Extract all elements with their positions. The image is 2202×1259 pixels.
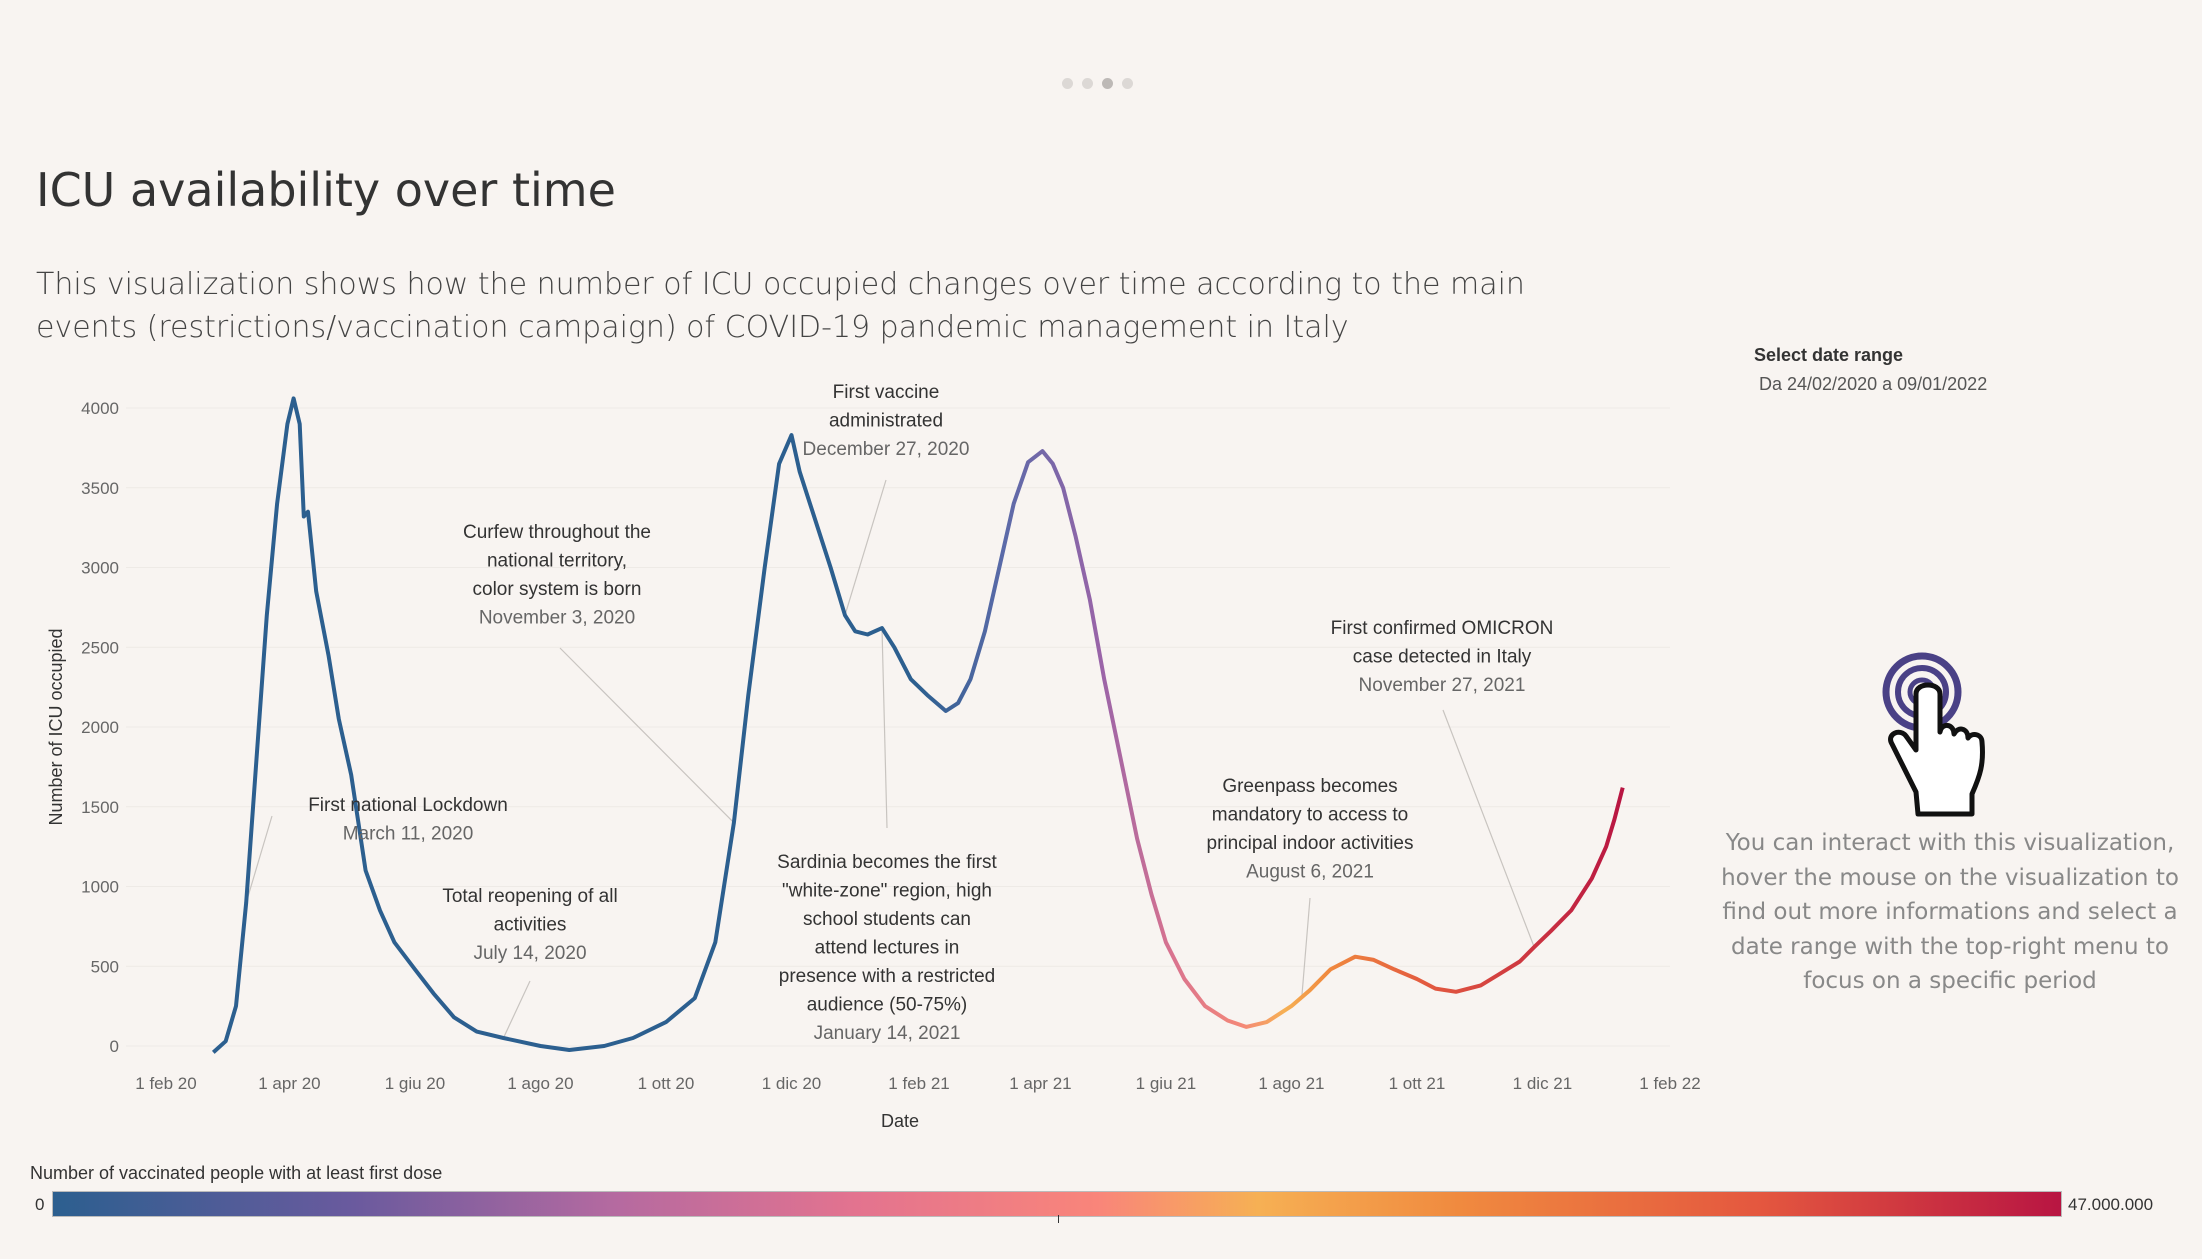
annotation-date: December 27, 2020 — [803, 439, 970, 460]
x-tick-label: 1 feb 21 — [888, 1074, 949, 1093]
annotation-date: January 14, 2021 — [814, 1023, 961, 1044]
hand-pointer-icon — [1872, 650, 1992, 820]
annotation-text: activities — [494, 915, 567, 936]
y-tick-label: 3000 — [81, 559, 119, 578]
x-tick-label: 1 dic 21 — [1513, 1074, 1573, 1093]
y-tick-label: 1500 — [81, 798, 119, 817]
x-tick-label: 1 feb 20 — [135, 1074, 196, 1093]
annotation-connector — [559, 647, 735, 824]
annotation-text: Curfew throughout the — [463, 522, 651, 543]
x-tick-label: 1 dic 20 — [762, 1074, 822, 1093]
page-title: ICU availability over time — [36, 163, 616, 217]
y-tick-label: 500 — [91, 957, 119, 976]
page-dot[interactable] — [1062, 78, 1073, 89]
legend-title: Number of vaccinated people with at leas… — [30, 1163, 443, 1183]
icu-occupancy-line[interactable] — [211, 396, 1625, 1054]
y-tick-label: 3500 — [81, 479, 119, 498]
annotation-text: national territory, — [487, 551, 627, 572]
y-tick-label: 2000 — [81, 718, 119, 737]
annotation-date: July 14, 2020 — [473, 943, 586, 964]
y-tick-label: 4000 — [81, 399, 119, 418]
page-dot[interactable] — [1082, 78, 1093, 89]
annotation-text: audience (50-75%) — [807, 995, 968, 1016]
annotation-text: attend lectures in — [815, 938, 960, 959]
annotation-date: November 27, 2021 — [1359, 675, 1526, 696]
x-tick-label: 1 giu 20 — [385, 1074, 446, 1093]
x-axis-title: Date — [881, 1111, 919, 1131]
page-indicator[interactable] — [1062, 78, 1133, 89]
date-range-label: Select date range — [1754, 345, 1904, 365]
annotation-text: administrated — [829, 411, 943, 432]
annotation-text: Sardinia becomes the first — [777, 852, 997, 873]
y-axis-title: Number of ICU occupied — [46, 628, 66, 825]
annotation-date: August 6, 2021 — [1246, 862, 1374, 883]
annotation-date: November 3, 2020 — [479, 608, 635, 629]
color-legend-bar[interactable] — [52, 1191, 2062, 1217]
annotation-connector — [881, 628, 888, 829]
annotation-text: mandatory to access to — [1212, 805, 1408, 826]
x-tick-label: 1 apr 21 — [1009, 1074, 1071, 1093]
annotation-text: Greenpass becomes — [1222, 776, 1397, 797]
y-tick-label: 2500 — [81, 638, 119, 657]
annotation-text: First confirmed OMICRON — [1331, 618, 1554, 639]
x-tick-label: 1 ago 21 — [1258, 1074, 1324, 1093]
x-tick-label: 1 ott 20 — [638, 1074, 695, 1093]
x-tick-label: 1 ott 21 — [1389, 1074, 1446, 1093]
annotation-connector — [1301, 897, 1311, 999]
legend-min-label: 0 — [35, 1195, 45, 1214]
annotation-text: principal indoor activities — [1207, 833, 1414, 854]
y-tick-label: 0 — [110, 1037, 119, 1056]
legend-max-label: 47.000.000 — [2068, 1195, 2154, 1214]
annotation-text: First national Lockdown — [308, 795, 508, 816]
annotation-connector — [245, 815, 273, 903]
page-dot[interactable] — [1102, 78, 1113, 89]
x-tick-label: 1 ago 20 — [507, 1074, 573, 1093]
annotation-connector — [844, 479, 887, 616]
annotation-connector — [1442, 709, 1535, 948]
annotation-text: school students can — [803, 909, 971, 930]
annotation-text: Total reopening of all — [442, 886, 617, 907]
date-range-filter[interactable]: Select date range Da 24/02/2020 a 09/01/… — [1754, 345, 1987, 395]
annotation-text: case detected in Italy — [1353, 647, 1532, 668]
annotation-text: First vaccine — [833, 382, 940, 403]
x-tick-label: 1 giu 21 — [1136, 1074, 1197, 1093]
interaction-hint: You can interact with this visualization… — [1721, 830, 2179, 994]
page-dot[interactable] — [1122, 78, 1133, 89]
annotation-text: "white-zone" region, high — [782, 881, 992, 902]
page-subtitle: This visualization shows how the number … — [36, 267, 1525, 345]
legend-tick — [1058, 1215, 1059, 1223]
annotation-connector — [502, 980, 531, 1039]
x-tick-label: 1 apr 20 — [258, 1074, 320, 1093]
x-tick-label: 1 feb 22 — [1639, 1074, 1700, 1093]
annotation-date: March 11, 2020 — [343, 824, 474, 845]
annotation-text: color system is born — [473, 579, 642, 600]
date-range-value[interactable]: Da 24/02/2020 a 09/01/2022 — [1759, 374, 1988, 394]
y-tick-label: 1000 — [81, 878, 119, 897]
annotation-text: presence with a restricted — [779, 966, 996, 987]
